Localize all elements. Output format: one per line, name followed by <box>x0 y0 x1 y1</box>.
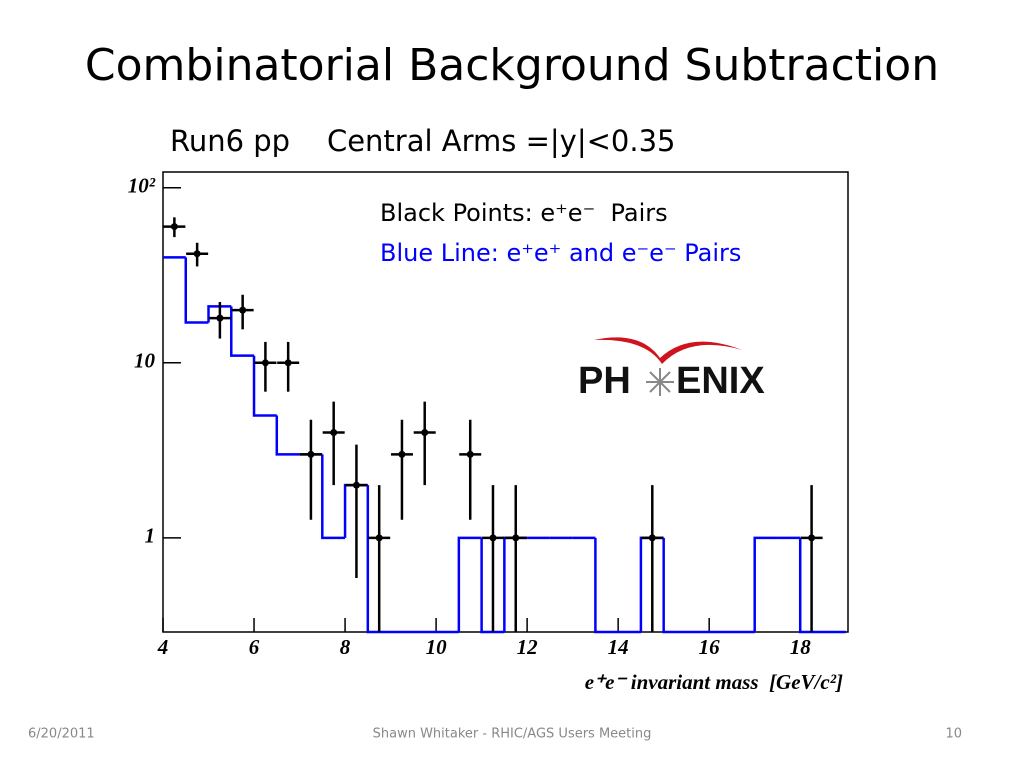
x-tick-label: 6 <box>249 635 260 659</box>
legend-entry: Black Points: e⁺e⁻ Pairs <box>380 199 668 227</box>
x-tick-label: 14 <box>608 635 629 659</box>
step-segment <box>275 415 300 456</box>
legend-entry: Blue Line: e⁺e⁺ and e⁻e⁻ Pairs <box>380 239 741 267</box>
data-point <box>239 306 247 314</box>
y-tick-label: 10² <box>128 174 156 198</box>
logo: PH ENIX <box>578 337 765 402</box>
slide-title: Combinatorial Background Subtraction <box>85 40 939 91</box>
logo-swoosh <box>594 337 742 364</box>
footer-date: 6/20/2011 <box>28 727 95 742</box>
step-segment <box>321 454 346 540</box>
data-point <box>352 481 360 489</box>
logo-text: PH <box>578 360 631 402</box>
data-point <box>284 359 292 367</box>
logo-text: ENIX <box>676 360 765 402</box>
step-segment <box>594 537 619 634</box>
step-segment <box>230 306 255 357</box>
step-segment <box>753 536 778 632</box>
y-tick-label: 10 <box>134 349 156 373</box>
data-point <box>648 534 656 542</box>
data-point <box>512 534 520 542</box>
x-tick-label: 16 <box>699 635 721 659</box>
data-point <box>261 359 269 367</box>
x-tick-label: 8 <box>340 635 351 659</box>
step-segment <box>798 537 823 634</box>
x-tick-label: 18 <box>790 635 812 659</box>
data-point <box>307 450 315 458</box>
step-segment <box>366 485 391 634</box>
x-tick-label: 4 <box>157 635 169 659</box>
data-point <box>216 314 224 322</box>
step-segment <box>457 536 482 632</box>
data-point <box>375 534 383 542</box>
logo-star <box>646 368 674 396</box>
data-point <box>466 450 474 458</box>
y-tick-label: 1 <box>145 524 156 548</box>
data-point <box>330 428 338 436</box>
footer-text: Shawn Whitaker - RHIC/AGS Users Meeting <box>373 727 652 742</box>
step-segment <box>184 257 209 324</box>
data-point <box>489 534 497 542</box>
x-axis-label: e⁺e⁻ invariant mass [GeV/c²] <box>585 670 843 694</box>
data-point <box>808 534 816 542</box>
step-segment <box>480 537 505 634</box>
step-segment <box>662 537 687 634</box>
chart-subtitle: Run6 pp Central Arms =|y|<0.35 <box>170 124 675 158</box>
step-segment <box>252 355 277 417</box>
x-tick-label: 10 <box>426 635 448 659</box>
x-tick-label: 12 <box>517 635 539 659</box>
data-point <box>193 250 201 258</box>
data-point <box>398 450 406 458</box>
data-point <box>421 428 429 436</box>
data-point <box>170 223 178 231</box>
footer-page: 10 <box>945 727 962 742</box>
step-segment <box>207 305 232 323</box>
